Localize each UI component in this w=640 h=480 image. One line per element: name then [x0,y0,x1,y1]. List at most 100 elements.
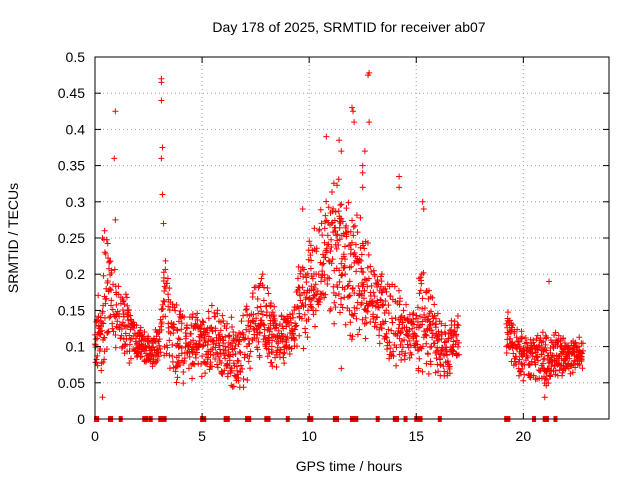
data-point [509,322,516,329]
data-point [100,320,107,327]
data-point [397,314,404,321]
data-point [579,365,586,372]
data-point [180,380,187,387]
data-point [519,365,526,372]
data-point [145,333,152,340]
data-point [357,214,364,221]
data-point [354,229,361,236]
data-point [115,283,122,290]
data-point [543,376,550,383]
data-point [162,266,169,273]
data-point [452,341,459,348]
data-point [219,312,226,319]
data-point [218,359,225,366]
data-point [349,217,356,224]
outlier-point [396,184,403,191]
data-point [208,363,215,370]
data-point [164,280,171,287]
data-point [301,311,308,318]
data-point [95,292,102,299]
data-point [123,335,130,342]
data-point [123,294,130,301]
data-point [580,347,587,354]
data-point [241,351,248,358]
data-point [253,315,260,322]
data-point [414,304,421,311]
data-point [435,336,442,343]
data-point [159,305,166,312]
data-point [312,323,319,330]
data-point [572,364,579,371]
data-point [334,182,341,189]
data-point [404,341,411,348]
data-point [228,382,235,389]
data-point [175,335,182,342]
data-point [157,349,164,356]
data-point [323,198,330,205]
outlier-point [546,278,553,285]
data-point [207,351,214,358]
data-point [258,308,265,315]
data-point [228,314,235,321]
data-point [286,351,293,358]
data-point [370,289,377,296]
x-tick-label: 5 [198,428,206,444]
data-point [346,292,353,299]
data-point [189,375,196,382]
data-point [312,307,319,314]
data-point [375,304,382,311]
data-point [204,361,211,368]
data-point [101,334,108,341]
data-point [371,272,378,279]
data-point [328,189,335,196]
data-point [377,321,384,328]
data-point [283,339,290,346]
data-point [273,364,280,371]
data-point [240,312,247,319]
data-point [220,337,227,344]
data-point [376,332,383,339]
data-point [301,266,308,273]
data-point [426,318,433,325]
data-point [240,376,247,383]
data-point [268,300,275,307]
data-point [435,328,442,335]
data-point [264,353,271,360]
data-point [341,243,348,250]
data-point [378,271,385,278]
data-point [380,301,387,308]
data-point [127,312,134,319]
outlier-point [361,148,368,155]
data-point [332,304,339,311]
data-point [410,321,417,328]
data-point [307,265,314,272]
data-point [345,199,352,206]
data-point [349,333,356,340]
data-point [122,291,129,298]
data-point [519,334,526,341]
data-point [378,325,385,332]
data-point [507,335,514,342]
data-point [374,304,381,311]
data-point [214,364,221,371]
data-point [205,308,212,315]
data-point [555,332,562,339]
data-point [441,339,448,346]
data-point [250,325,257,332]
data-point [156,336,163,343]
outlier-point [99,394,106,401]
data-point [229,324,236,331]
data-point [194,317,201,324]
data-point [259,311,266,318]
data-point [351,289,358,296]
data-point [124,302,131,309]
data-point [516,372,523,379]
data-point [319,261,326,268]
data-point [174,327,181,334]
data-point [423,340,430,347]
data-point [104,329,111,336]
data-point [109,306,116,313]
data-point [571,348,578,355]
data-point [427,344,434,351]
x-tick-label: 20 [516,428,532,444]
